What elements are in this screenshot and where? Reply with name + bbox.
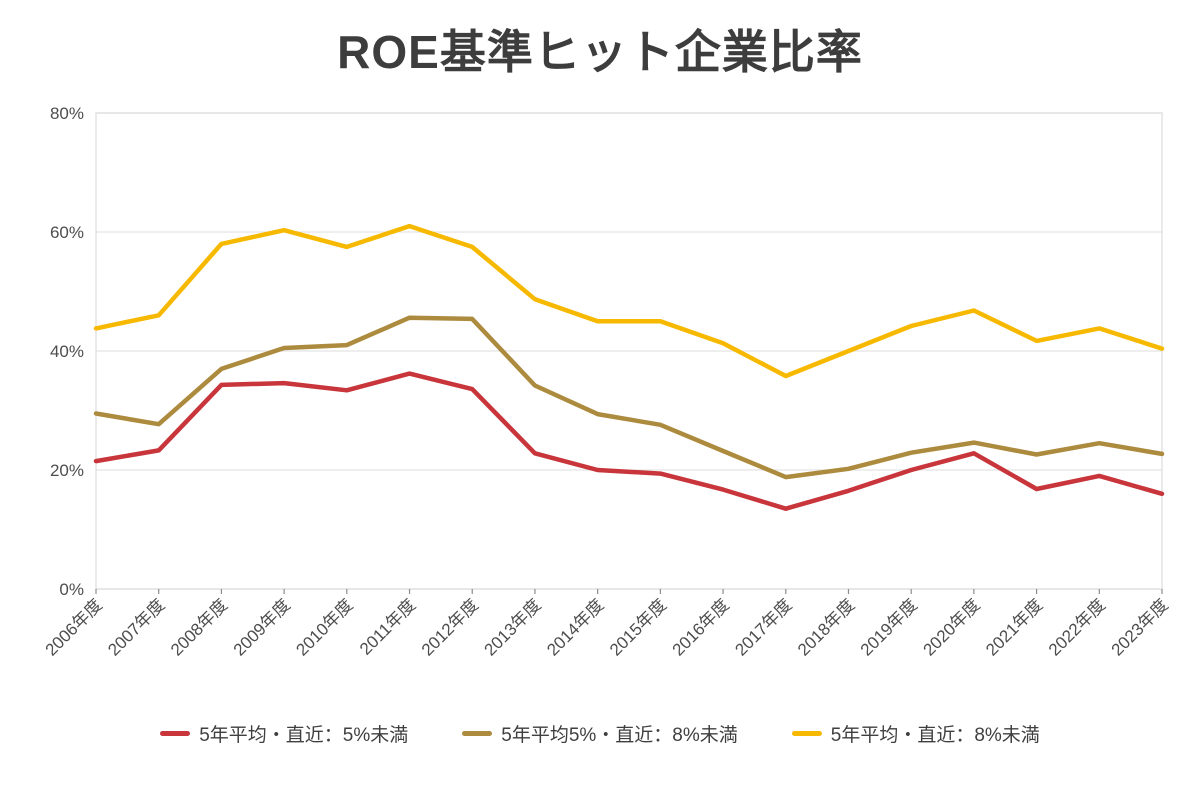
x-axis-label: 2009年度 [230, 595, 294, 659]
x-axis-label: 2023年度 [1108, 595, 1172, 659]
legend-marker-yellow-line [791, 731, 822, 736]
x-axis-label: 2014年度 [543, 595, 607, 659]
x-axis-label: 2010年度 [292, 595, 356, 659]
y-axis-label: 0% [59, 580, 84, 599]
x-axis-label: 2018年度 [794, 595, 858, 659]
line-chart-plot: 0%20%40%60%80%2006年度2007年度2008年度2009年度20… [42, 104, 1172, 660]
series-line-brown [93, 315, 1165, 480]
legend-marker-red-line [160, 731, 191, 736]
legend: 5年平均・直近：5%未満 5年平均5%・直近：8%未満 5年平均・直近：8%未満 [0, 720, 1200, 747]
x-axis-label: 2006年度 [42, 595, 106, 659]
plot-border [95, 112, 1163, 590]
y-axis-label: 80% [50, 104, 84, 123]
x-axis-label: 2022年度 [1045, 595, 1109, 659]
legend-label: 5年平均5%・直近：8%未満 [501, 725, 738, 746]
x-axis-label: 2013年度 [481, 595, 545, 659]
legend-marker-brown-line [462, 731, 493, 736]
x-axis-label: 2008年度 [167, 595, 231, 659]
legend-label: 5年平均・直近：8%未満 [830, 725, 1040, 746]
x-axis-label: 2017年度 [731, 595, 795, 659]
series-line-yellow [93, 223, 1165, 379]
y-axis-label: 20% [50, 461, 84, 480]
legend-label: 5年平均・直近：5%未満 [199, 725, 409, 746]
y-axis-label: 40% [50, 342, 84, 361]
x-axis-label: 2012年度 [418, 595, 482, 659]
legend-item-under5: 5年平均・直近：5%未満 [160, 720, 408, 747]
x-axis-label: 2020年度 [919, 595, 983, 659]
chart-title: ROE基準ヒット企業比率 [337, 26, 863, 78]
legend-item-under8: 5年平均・直近：8%未満 [791, 720, 1040, 747]
x-axis-label: 2007年度 [104, 595, 168, 659]
y-axis-label: 60% [50, 223, 84, 242]
x-axis-label: 2019年度 [857, 595, 921, 659]
x-axis-label: 2016年度 [669, 595, 733, 659]
legend-item-avg5-recent8: 5年平均5%・直近：8%未満 [462, 720, 738, 747]
x-axis-label: 2021年度 [982, 595, 1046, 659]
series-line-red [93, 371, 1165, 511]
x-axis-label: 2011年度 [356, 595, 419, 658]
x-axis-label: 2015年度 [606, 595, 670, 659]
